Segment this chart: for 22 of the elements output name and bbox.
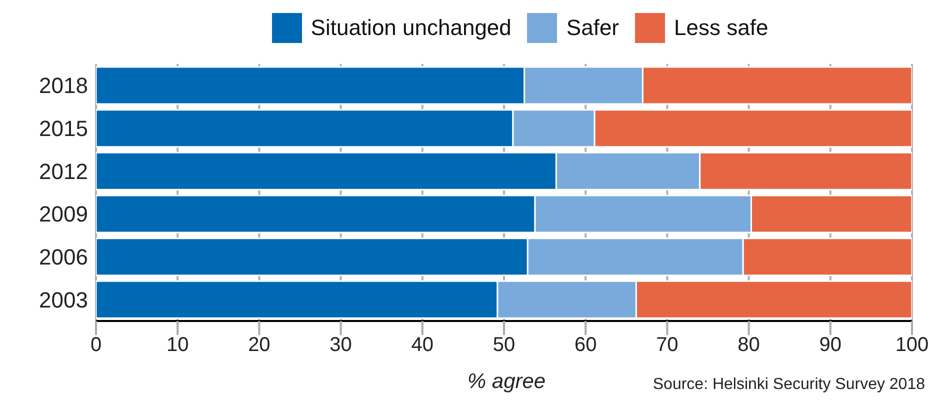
x-tick-label: 10 — [166, 334, 189, 356]
x-tick-label: 100 — [895, 334, 929, 356]
x-tick-label: 0 — [90, 334, 102, 356]
y-tick-label: 2006 — [39, 244, 88, 270]
y-tick-label: 2018 — [39, 73, 88, 98]
x-tick-label: 40 — [411, 334, 434, 356]
series-label: Situation unchanged — [310, 15, 512, 41]
x-tick-label: 60 — [574, 334, 597, 356]
x-tick-label: 50 — [492, 334, 516, 356]
x-tick-label: 80 — [738, 334, 760, 356]
y-tick-label: 2009 — [39, 202, 88, 227]
y-tick-label: 2015 — [39, 116, 88, 142]
x-tick-label: 20 — [248, 334, 270, 356]
x-axis-title: % agree — [467, 370, 546, 393]
y-tick-label: 2012 — [39, 158, 88, 184]
x-tick-label: 90 — [819, 334, 842, 356]
source-note: Source: Helsinki Security Survey 2018 — [652, 376, 925, 394]
legend-label: Safer — [566, 15, 620, 41]
legend-label: Less safe — [674, 15, 768, 41]
y-tick-label: 2003 — [39, 287, 88, 312]
x-tick-label: 30 — [330, 334, 352, 356]
x-tick-label: 70 — [656, 334, 678, 356]
